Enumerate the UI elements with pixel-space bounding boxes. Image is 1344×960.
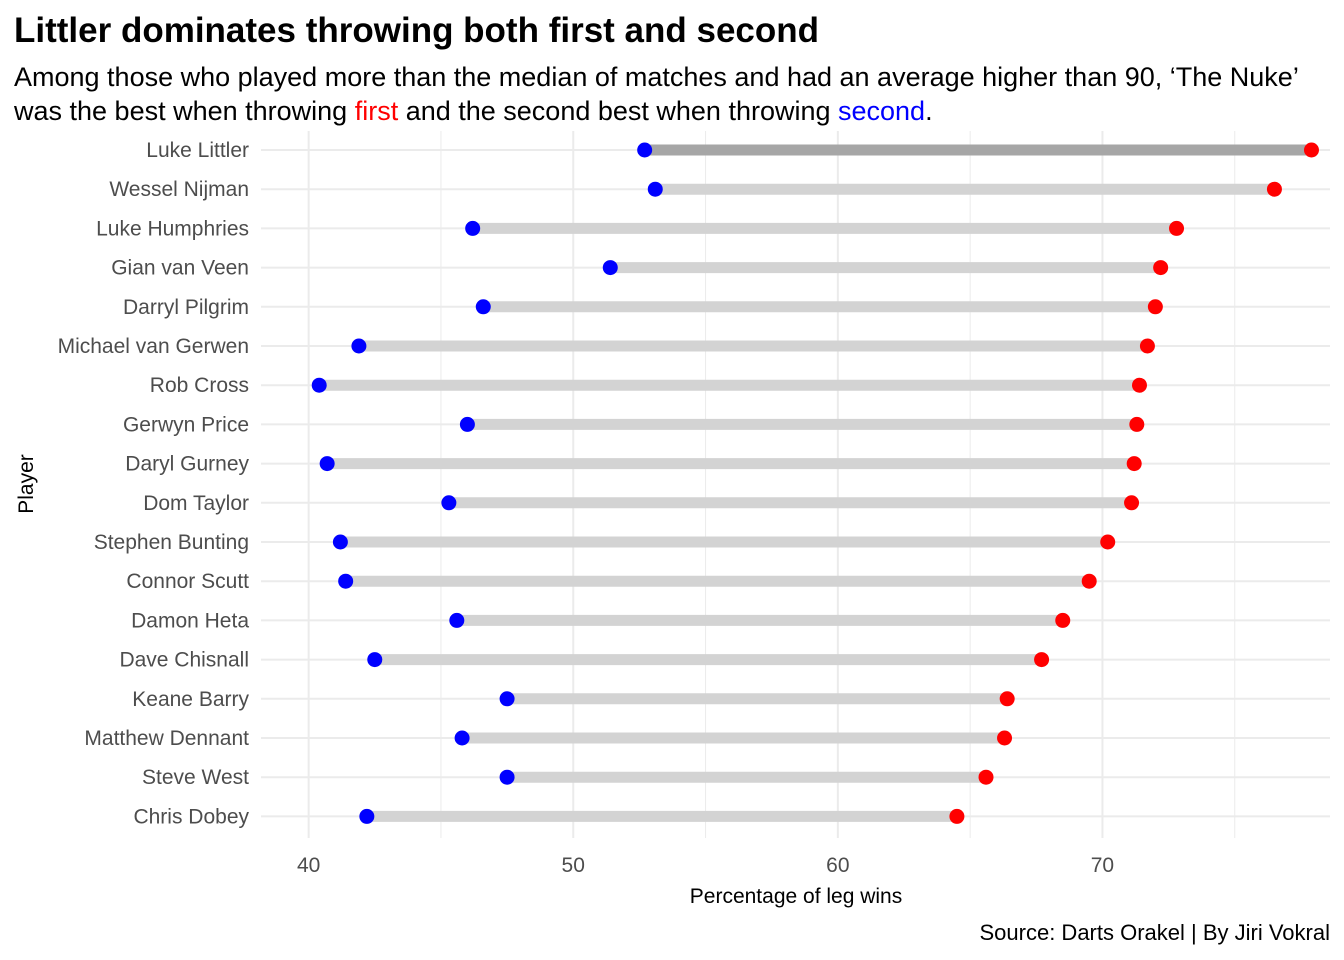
point-first (1129, 416, 1145, 432)
point-second (465, 220, 481, 236)
point-second (441, 495, 457, 511)
y-tick-label: Darryl Pilgrim (123, 296, 249, 319)
point-second (499, 769, 515, 785)
y-tick-label: Rob Cross (150, 374, 249, 397)
point-second (319, 456, 335, 472)
point-first (999, 691, 1015, 707)
x-tick-label: 50 (562, 854, 585, 877)
point-first (1303, 142, 1319, 158)
point-first (1147, 299, 1163, 315)
point-second (367, 652, 383, 668)
point-first (978, 769, 994, 785)
y-tick-label: Luke Humphries (96, 217, 249, 240)
point-first (1266, 181, 1282, 197)
segments (319, 144, 1312, 822)
point-second (359, 808, 375, 824)
point-second (351, 338, 367, 354)
y-tick-label: Connor Scutt (126, 570, 249, 593)
y-tick-label: Dom Taylor (143, 492, 249, 515)
y-tick-label: Chris Dobey (133, 805, 249, 828)
point-first (1034, 652, 1050, 668)
point-second (602, 260, 618, 276)
x-tick-label: 60 (826, 854, 849, 877)
point-second (332, 534, 348, 550)
point-first (1100, 534, 1116, 550)
x-tick-label: 40 (297, 854, 320, 877)
subtitle-text-before: Among those who played more than the med… (14, 62, 1298, 126)
y-tick-label: Luke Littler (146, 139, 249, 162)
point-second (449, 612, 465, 628)
point-first (1055, 612, 1071, 628)
point-first (1153, 260, 1169, 276)
x-tick-label: 70 (1091, 854, 1114, 877)
chart-caption: Source: Darts Orakel | By Jiri Vokral (979, 920, 1331, 945)
point-second (499, 691, 515, 707)
point-first (1139, 338, 1155, 354)
point-second (647, 181, 663, 197)
point-first (1169, 220, 1185, 236)
y-tick-label: Matthew Dennant (84, 727, 249, 750)
y-tick-label: Gerwyn Price (123, 413, 249, 436)
point-second (311, 377, 327, 393)
point-first (949, 808, 965, 824)
y-tick-label: Dave Chisnall (119, 649, 249, 672)
y-tick-label: Steve West (142, 766, 249, 789)
y-tick-label: Wessel Nijman (109, 178, 249, 201)
point-first (1124, 495, 1140, 511)
y-tick-label: Gian van Veen (111, 257, 249, 280)
point-first (1081, 573, 1097, 589)
point-second (475, 299, 491, 315)
subtitle-text-middle: and the second best when throwing (398, 96, 838, 126)
point-first (997, 730, 1013, 746)
y-tick-label: Keane Barry (132, 688, 249, 711)
y-axis-label: Player (15, 454, 38, 514)
subtitle-second-word: second (838, 96, 926, 126)
point-first (1131, 377, 1147, 393)
point-second (637, 142, 653, 158)
point-second (454, 730, 470, 746)
chart-title: Littler dominates throwing both first an… (14, 11, 820, 50)
y-tick-label: Damon Heta (131, 609, 249, 632)
subtitle-text-after: . (925, 96, 933, 126)
y-tick-label: Daryl Gurney (125, 453, 249, 476)
grid-lines (261, 131, 1330, 838)
y-tick-label: Michael van Gerwen (58, 335, 249, 358)
axis-labels: 40 50 60 70 Luke Littler Wessel Nijman Luke Hu… (58, 139, 1115, 877)
point-first (1126, 456, 1142, 472)
chart-subtitle: Among those who played more than the med… (14, 60, 1324, 128)
subtitle-first-word: first (354, 96, 399, 126)
point-second (459, 416, 475, 432)
points (311, 142, 1319, 824)
x-axis-label: Percentage of leg wins (690, 885, 902, 908)
y-tick-label: Stephen Bunting (94, 531, 249, 554)
point-second (338, 573, 354, 589)
